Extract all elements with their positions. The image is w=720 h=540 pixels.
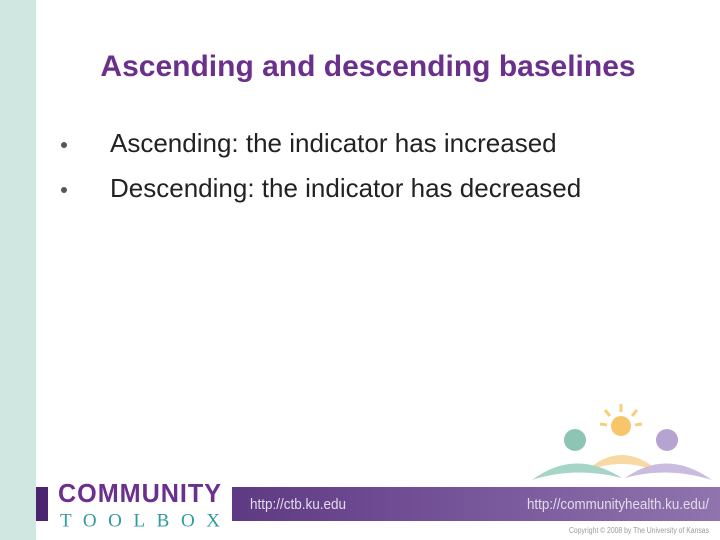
bullet-text: Ascending: the indicator has increased (110, 128, 557, 158)
people-icon (532, 404, 712, 480)
slide-title: Ascending and descending baselines (100, 50, 635, 83)
url-left: http://ctb.ku.edu (250, 496, 346, 513)
bullet-dot (61, 187, 67, 193)
copyright: Copyright © 2008 by The University of Ka… (569, 526, 709, 535)
url-right: http://communityhealth.ku.edu/ (527, 496, 710, 513)
bullet-text: Descending: the indicator has decreased (110, 173, 581, 203)
logo-top: COMMUNITY (58, 478, 222, 508)
logo-box (48, 477, 232, 536)
side-strip (0, 0, 36, 540)
bullet-dot (61, 142, 67, 148)
